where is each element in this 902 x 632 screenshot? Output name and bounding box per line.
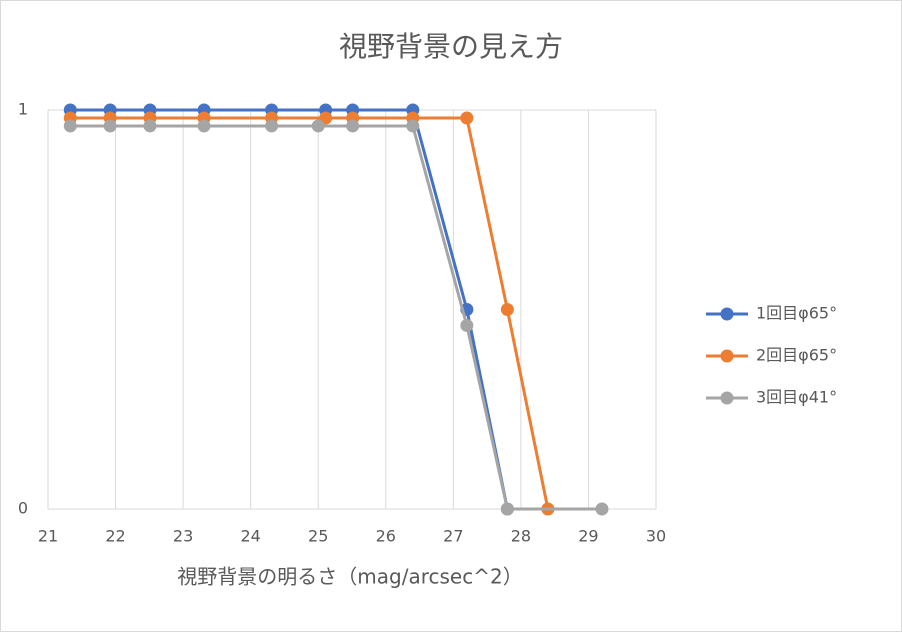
x-tick-label: 25 <box>308 527 328 546</box>
data-point <box>595 502 609 516</box>
legend-label: 3回目φ41° <box>756 388 837 407</box>
data-point <box>500 502 514 516</box>
series-line <box>70 108 509 510</box>
x-tick-label: 30 <box>646 527 666 546</box>
x-tick-label: 29 <box>578 527 598 546</box>
x-axis-label: 視野背景の明るさ（mag/arcsec^2） <box>177 565 522 589</box>
x-tick-label: 23 <box>173 527 193 546</box>
legend-label: 2回目φ65° <box>756 346 837 365</box>
data-point <box>143 119 157 133</box>
legend-label: 1回目φ65° <box>756 304 837 323</box>
data-point <box>311 119 325 133</box>
data-point <box>63 119 77 133</box>
data-point <box>460 111 474 125</box>
y-tick-label: 0 <box>18 499 28 518</box>
x-tick-label: 27 <box>443 527 463 546</box>
data-point <box>197 119 211 133</box>
x-tick-label: 28 <box>511 527 531 546</box>
x-tick-label: 26 <box>376 527 396 546</box>
legend-marker <box>720 391 734 405</box>
chart-title: 視野背景の見え方 <box>339 30 563 63</box>
data-point <box>406 119 420 133</box>
data-point <box>265 119 279 133</box>
legend-marker <box>720 307 734 321</box>
y-tick-label: 1 <box>18 100 28 119</box>
x-tick-label: 24 <box>240 527 260 546</box>
x-tick-label: 21 <box>38 527 58 546</box>
legend-marker <box>720 349 734 363</box>
data-point <box>346 119 360 133</box>
data-point <box>500 303 514 316</box>
x-tick-label: 22 <box>105 527 125 546</box>
data-point <box>460 318 474 332</box>
data-point <box>103 119 117 133</box>
